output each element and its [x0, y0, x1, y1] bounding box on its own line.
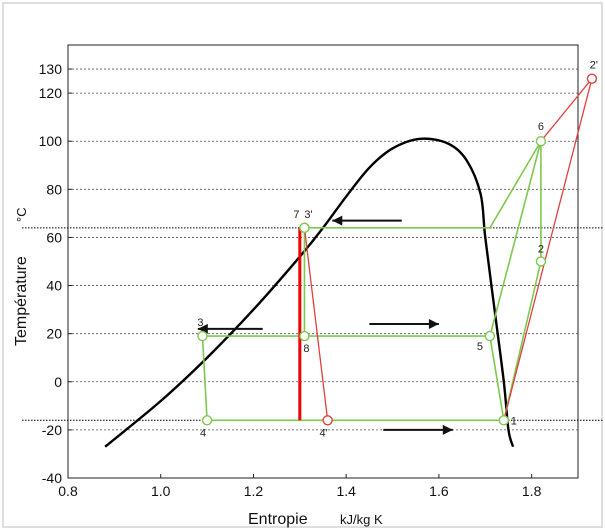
y-tick-label: -20 [42, 422, 62, 438]
state-point [299, 222, 310, 234]
axis-ticks: -40 -20 0 20 40 60 80 100 120 130 0.8 1.0 1.2 1.4 1.6 1… [39, 61, 542, 499]
state-point-label: 7 [293, 209, 299, 221]
cycle-segment-red [503, 78, 593, 421]
y-tick-label: 0 [54, 374, 62, 390]
cycle-lines [201, 78, 593, 422]
y-tick-label: 20 [46, 326, 62, 342]
state-point-label: 4 [200, 427, 206, 439]
cycle-segment-green [489, 140, 542, 229]
cycle-segment-green [489, 141, 542, 337]
state-point-label: 8 [303, 343, 309, 355]
state-points: 1 2 2' 3 3' 4 4' 5 6 7 8 [197, 60, 598, 439]
state-point-label: 2 [538, 244, 544, 256]
arrow-head [428, 319, 439, 330]
y-axis-unit: °C [14, 207, 29, 222]
x-axis-unit: kJ/kg K [340, 512, 383, 527]
x-tick-label: 1.4 [336, 483, 356, 499]
state-point [201, 415, 213, 426]
state-point [484, 330, 496, 342]
arrow-head [442, 424, 453, 435]
y-axis-title: Température [13, 256, 30, 346]
cycle-segment-red [540, 78, 593, 142]
y-tick-label: 120 [39, 85, 63, 101]
state-point-label: 5 [477, 341, 483, 353]
state-point-label: 2' [590, 60, 598, 72]
state-point-label: 6 [538, 121, 544, 133]
y-tick-label: -40 [42, 470, 62, 486]
state-point-label: 1 [511, 415, 517, 427]
y-tick-label: 130 [39, 61, 63, 77]
x-tick-label: 1.6 [429, 483, 449, 499]
state-point [586, 73, 598, 84]
state-point [535, 136, 547, 147]
x-tick-label: 0.8 [58, 483, 78, 499]
cycle-segment-green [489, 335, 505, 421]
y-tick-label: 80 [46, 181, 62, 197]
state-point-label: 3' [304, 209, 312, 221]
y-tick-label: 60 [46, 229, 62, 245]
y-tick-label: 100 [39, 133, 63, 149]
state-point [535, 256, 547, 267]
cycle-segment-green [201, 336, 208, 421]
x-tick-label: 1.0 [151, 483, 171, 499]
state-point [322, 415, 333, 426]
plot-area [67, 44, 579, 479]
arrow-head [332, 215, 343, 226]
x-axis-title: Entropie [248, 511, 308, 528]
arrow-head [197, 323, 208, 334]
cycle-segment-red [303, 227, 329, 421]
y-tick-label: 40 [46, 278, 62, 294]
state-point [498, 415, 510, 426]
state-point-label: 3 [197, 317, 203, 329]
state-point [299, 330, 310, 342]
x-tick-label: 1.8 [522, 483, 542, 499]
state-point-label: 4' [320, 427, 328, 439]
flow-arrows [197, 215, 453, 435]
x-tick-label: 1.2 [244, 483, 264, 499]
state-point [197, 330, 208, 342]
